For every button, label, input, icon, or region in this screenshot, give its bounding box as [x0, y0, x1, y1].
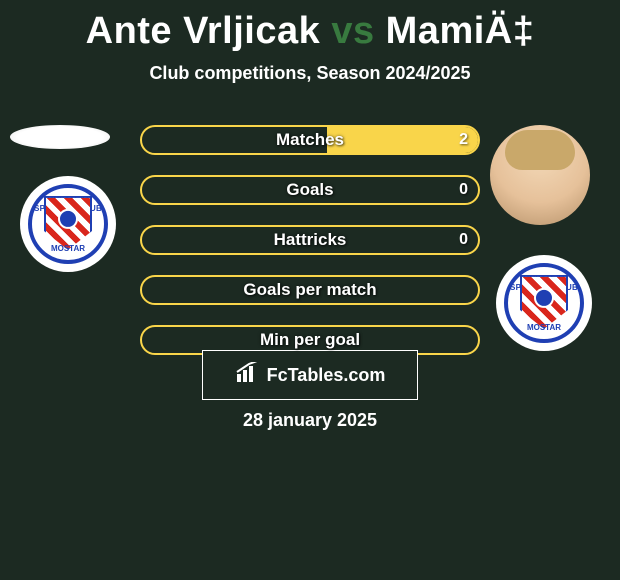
club-ring-bottom-right: MOSTAR	[508, 323, 580, 332]
stat-bar: Goals per match	[140, 275, 480, 305]
stat-value-right: 0	[459, 231, 468, 249]
date-text: 28 january 2025	[0, 410, 620, 431]
stat-value-right: 2	[459, 131, 468, 149]
title-player2: MamiÄ‡	[386, 10, 535, 52]
brand-text: FcTables.com	[267, 365, 386, 386]
stat-label: Min per goal	[142, 330, 478, 350]
stat-bar: Goals0	[140, 175, 480, 205]
club-badge-left: HRVATSKI ŠPORTSKI KLUB MOSTAR	[20, 176, 116, 272]
subtitle: Club competitions, Season 2024/2025	[0, 63, 620, 84]
club-ring-bottom-left: MOSTAR	[32, 244, 104, 253]
stat-label: Hattricks	[142, 230, 478, 250]
club-badge-right: HRVATSKI ŠPORTSKI KLUB MOSTAR	[496, 255, 592, 351]
avatar-player1	[10, 125, 110, 149]
stat-label: Goals	[142, 180, 478, 200]
avatar-player2	[490, 125, 590, 225]
bars-icon	[235, 362, 261, 389]
stat-bar: Matches2	[140, 125, 480, 155]
club-shield-left	[44, 196, 92, 250]
title-vs: vs	[331, 10, 374, 52]
stats-area: Matches2Goals0Hattricks0Goals per matchM…	[140, 125, 480, 375]
page-title: Ante Vrljicak vs MamiÄ‡	[0, 10, 620, 53]
brand-box: FcTables.com	[202, 350, 418, 400]
stat-label: Matches	[142, 130, 478, 150]
stat-bar: Hattricks0	[140, 225, 480, 255]
title-player1: Ante Vrljicak	[86, 10, 321, 52]
stat-value-right: 0	[459, 181, 468, 199]
club-shield-right	[520, 275, 568, 329]
stat-label: Goals per match	[142, 280, 478, 300]
